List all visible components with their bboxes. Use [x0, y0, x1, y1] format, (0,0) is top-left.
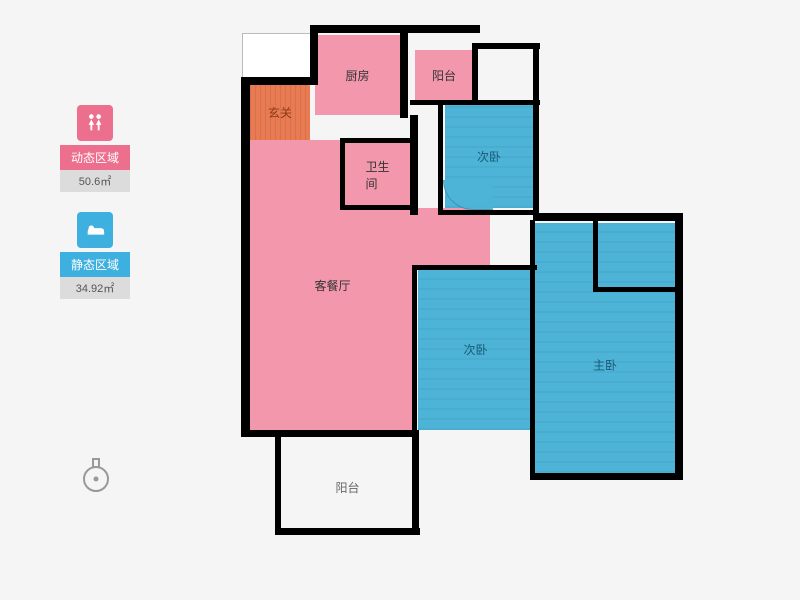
- room-label: 次卧: [463, 341, 487, 358]
- wall: [530, 473, 683, 480]
- room-label: 主卧: [593, 357, 617, 374]
- wall: [340, 205, 418, 210]
- room-master: 主卧: [535, 223, 675, 473]
- wall: [438, 105, 443, 213]
- room-balcony2: 阳台: [280, 445, 415, 530]
- wall: [438, 210, 538, 215]
- room-pink_corr: [415, 208, 490, 268]
- wall: [275, 528, 420, 535]
- room-label: 卫生间: [366, 158, 399, 192]
- wall: [340, 138, 418, 143]
- legend-static: 静态区域 34.92㎡: [60, 212, 130, 299]
- wall: [410, 115, 418, 215]
- legend-static-label: 静态区域: [60, 252, 130, 277]
- wall: [241, 77, 316, 85]
- room-label: 厨房: [345, 67, 369, 84]
- wall: [530, 220, 535, 478]
- room-bed2b: 次卧: [418, 268, 533, 430]
- people-icon: [77, 105, 113, 141]
- legend-panel: 动态区域 50.6㎡ 静态区域 34.92㎡: [60, 105, 130, 319]
- room-label: 阳台: [335, 479, 359, 496]
- sleep-icon: [77, 212, 113, 248]
- wall-outline: [242, 33, 312, 81]
- legend-dynamic: 动态区域 50.6㎡: [60, 105, 130, 192]
- wall: [412, 265, 537, 270]
- room-label: 客餐厅: [314, 277, 350, 294]
- wall: [241, 430, 419, 437]
- wall: [412, 430, 419, 535]
- wall: [533, 213, 683, 221]
- room-label: 阳台: [432, 67, 456, 84]
- floorplan: 玄关厨房阳台客餐厅卫生间次卧卫生间次卧主卧阳台: [220, 25, 730, 555]
- room-label: 玄关: [268, 104, 292, 121]
- legend-static-value: 34.92㎡: [60, 277, 130, 299]
- wall: [400, 33, 408, 118]
- wall: [410, 100, 540, 105]
- wall: [310, 25, 318, 85]
- room-kitchen: 厨房: [315, 35, 400, 115]
- wall: [472, 43, 478, 101]
- compass-icon: [80, 455, 112, 495]
- room-entrance: 玄关: [250, 85, 310, 140]
- room-label: 次卧: [477, 148, 501, 165]
- wall: [593, 287, 678, 292]
- legend-dynamic-label: 动态区域: [60, 145, 130, 170]
- wall: [675, 213, 683, 478]
- room-balcony1: 阳台: [415, 50, 473, 100]
- wall: [412, 265, 417, 435]
- wall: [340, 138, 345, 208]
- room-bath1: 卫生间: [350, 145, 415, 205]
- wall: [593, 220, 598, 290]
- legend-dynamic-value: 50.6㎡: [60, 170, 130, 192]
- wall: [241, 77, 250, 437]
- wall: [475, 43, 540, 49]
- wall: [275, 437, 281, 534]
- wall: [533, 43, 539, 213]
- wall: [310, 25, 480, 33]
